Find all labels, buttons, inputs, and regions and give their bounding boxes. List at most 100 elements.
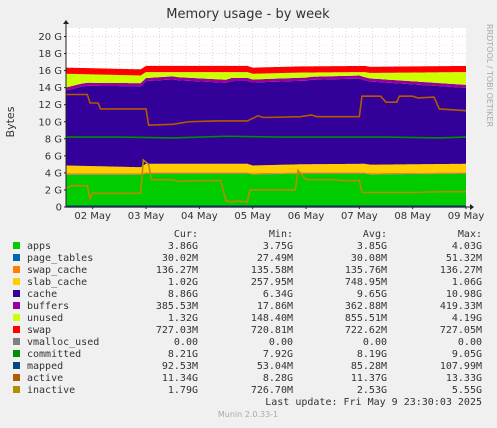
legend-max-mapped: 107.99M [440, 361, 482, 372]
legend-cur-page_tables: 30.02M [162, 253, 198, 264]
y-tick-label: 2 G [45, 185, 62, 196]
legend-min-swap_cache: 135.58M [251, 265, 293, 276]
legend-min-active: 8.28G [263, 373, 293, 384]
legend-name-active: active [27, 373, 63, 384]
line-committed [66, 135, 467, 139]
legend-min-slab_cache: 257.95M [251, 277, 293, 288]
legend-header-max: Max: [458, 229, 482, 240]
x-tick-label: 07 May [341, 211, 378, 222]
x-tick-label: 08 May [394, 211, 431, 222]
legend-swatch-swap_cache [13, 266, 20, 273]
area-buffers [66, 75, 466, 91]
legend-name-mapped: mapped [27, 361, 63, 372]
legend-max-cache: 10.98G [446, 289, 482, 300]
area-slab_cache [66, 163, 466, 174]
legend-cur-cache: 8.86G [168, 289, 198, 300]
y-tick-label: 8 G [45, 134, 62, 145]
legend-min-unused: 148.40M [251, 313, 293, 324]
legend-name-unused: unused [27, 313, 63, 324]
legend-max-unused: 4.19G [452, 313, 482, 324]
legend-min-committed: 7.92G [263, 349, 293, 360]
legend-avg-buffers: 362.88M [345, 301, 387, 312]
legend-max-inactive: 5.55G [452, 385, 482, 396]
legend-cur-active: 11.34G [162, 373, 198, 384]
legend-cur-apps: 3.86G [168, 241, 198, 252]
legend-swatch-mapped [13, 362, 20, 369]
legend-swatch-vmalloc_used [13, 338, 20, 345]
legend-header-avg: Avg: [363, 229, 387, 240]
legend-swatch-buffers [13, 302, 20, 309]
chart-title: Memory usage - by week [166, 7, 330, 22]
x-tick-label: 04 May [181, 211, 218, 222]
plot-area: 0 2 G 4 G 6 G 8 G 10 G 12 G 14 G 16 G 18 G 20 G 02 … [38, 20, 484, 222]
y-tick-label: 10 G [38, 117, 62, 128]
area-swap [66, 65, 466, 76]
legend-max-buffers: 419.33M [440, 301, 482, 312]
x-tick-label: 03 May [128, 211, 165, 222]
area-page_tables [66, 173, 466, 175]
legend-name-vmalloc_used: vmalloc_used [27, 337, 99, 348]
legend-name-swap_cache: swap_cache [27, 265, 87, 276]
area-swap_cache [66, 172, 466, 175]
legend-avg-mapped: 85.28M [351, 361, 387, 372]
legend-avg-active: 11.37G [351, 373, 387, 384]
legend-avg-page_tables: 30.08M [351, 253, 387, 264]
legend-name-page_tables: page_tables [27, 253, 93, 264]
legend-avg-inactive: 2.53G [357, 385, 387, 396]
legend-name-inactive: inactive [27, 385, 75, 396]
legend-avg-apps: 3.85G [357, 241, 387, 252]
legend-name-committed: committed [27, 349, 81, 360]
legend-min-apps: 3.75G [263, 241, 293, 252]
legend-cur-buffers: 385.53M [156, 301, 198, 312]
y-tick-label: 20 G [38, 32, 62, 43]
x-axis-arrow [470, 204, 474, 210]
legend-max-swap: 727.05M [440, 325, 482, 336]
legend-name-slab_cache: slab_cache [27, 277, 87, 288]
legend-cur-swap: 727.03M [156, 325, 198, 336]
legend-max-vmalloc_used: 0.00 [458, 337, 482, 348]
area-unused [66, 72, 466, 88]
y-tick-label: 18 G [38, 49, 62, 60]
legend-max-active: 13.33G [446, 373, 482, 384]
legend-max-swap_cache: 136.27M [440, 265, 482, 276]
legend-cur-slab_cache: 1.02G [168, 277, 198, 288]
legend-avg-swap_cache: 135.76M [345, 265, 387, 276]
legend-min-page_tables: 27.49M [257, 253, 293, 264]
y-tick-label: 0 [56, 203, 62, 214]
legend-cur-unused: 1.32G [168, 313, 198, 324]
y-axis-arrow [63, 20, 69, 24]
legend-max-page_tables: 51.32M [446, 253, 482, 264]
legend-swatch-apps [13, 242, 20, 249]
legend-avg-cache: 9.65G [357, 289, 387, 300]
legend-swatch-page_tables [13, 254, 20, 261]
x-tick-label: 09 May [448, 211, 485, 222]
y-tick-label: 16 G [38, 66, 62, 77]
legend-name-apps: apps [27, 241, 51, 252]
legend-cur-mapped: 92.53M [162, 361, 198, 372]
legend-min-buffers: 17.86M [257, 301, 293, 312]
legend-rows: apps 3.86G 3.75G 3.85G 4.03G page_tables 30.02… [13, 241, 482, 396]
legend-name-cache: cache [27, 289, 57, 300]
last-update: Last update: Fri May 9 23:30:03 2025 [265, 397, 482, 408]
legend-table: Cur: Min: Avg: Max: apps 3.86G 3.75G 3.85G 4… [13, 229, 482, 396]
legend-swatch-unused [13, 314, 20, 321]
legend-max-apps: 4.03G [452, 241, 482, 252]
legend-cur-vmalloc_used: 0.00 [174, 337, 198, 348]
munin-version: Munin 2.0.33-1 [218, 410, 278, 419]
y-tick-label: 4 G [45, 168, 62, 179]
y-tick-label: 12 G [38, 100, 62, 111]
legend-min-cache: 6.34G [263, 289, 293, 300]
y-tick-label: 6 G [45, 151, 62, 162]
legend-swatch-cache [13, 290, 20, 297]
y-tick-label: 14 G [38, 83, 62, 94]
legend-swatch-active [13, 374, 20, 381]
legend-header-min: Min: [269, 229, 293, 240]
legend-header-cur: Cur: [174, 229, 198, 240]
legend-min-swap: 720.81M [251, 325, 293, 336]
line-active [66, 93, 467, 126]
legend-avg-vmalloc_used: 0.00 [363, 337, 387, 348]
legend-name-buffers: buffers [27, 301, 69, 312]
legend-name-swap: swap [27, 325, 51, 336]
